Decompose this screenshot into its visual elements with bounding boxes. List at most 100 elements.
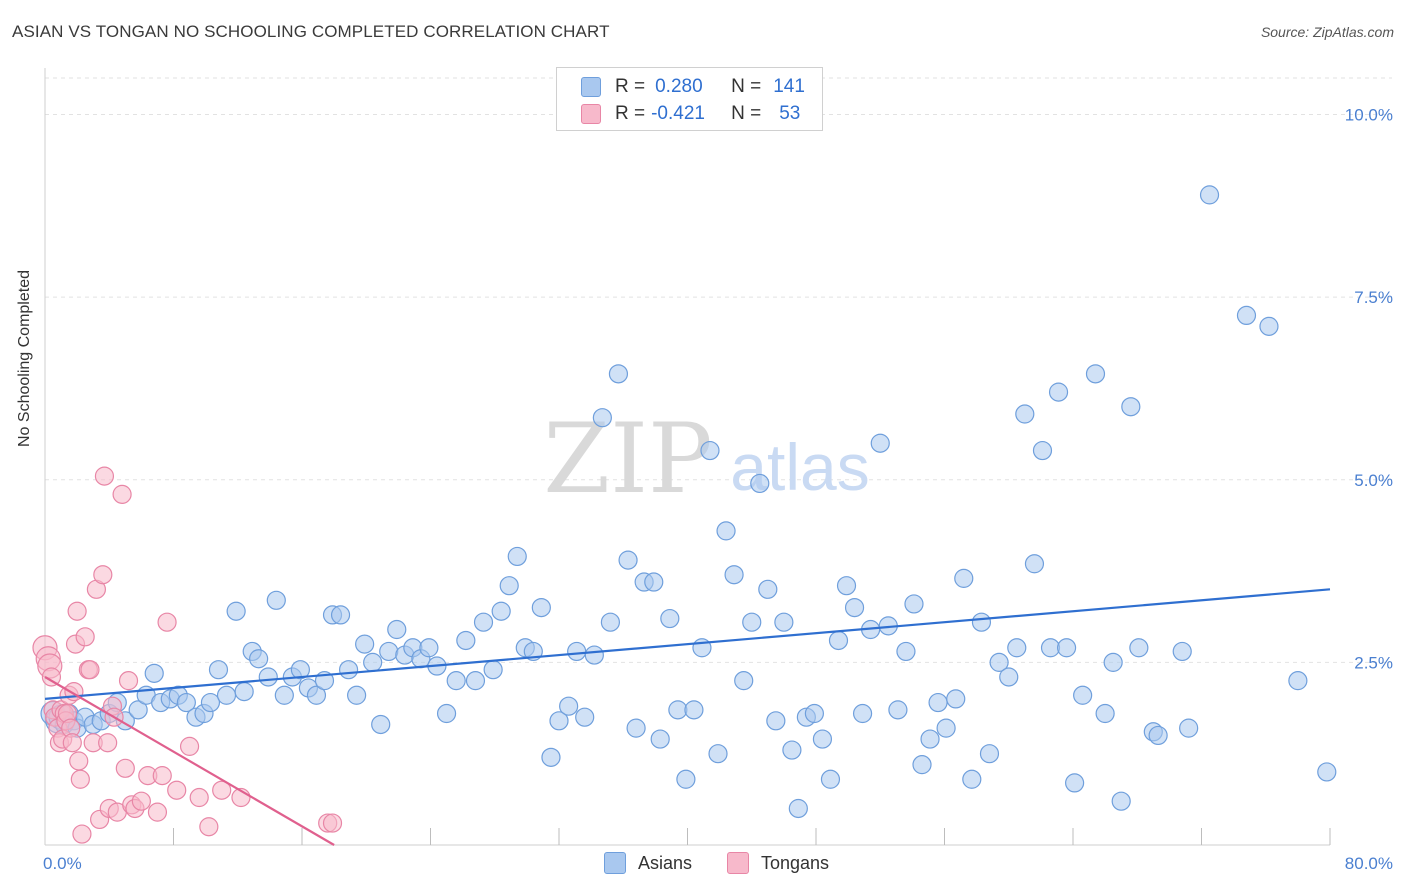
- tongan-point: [69, 751, 89, 771]
- asian-point: [1111, 791, 1131, 811]
- asian-point: [1007, 638, 1027, 658]
- correlation-legend: R = 0.280 N = 141 R = -0.421 N = 53: [556, 67, 823, 131]
- tongan-point: [152, 766, 172, 786]
- asian-point: [936, 718, 956, 738]
- asian-point: [750, 473, 770, 494]
- legend-label-asians: Asians: [638, 852, 693, 873]
- asian-point: [600, 612, 621, 632]
- tongan-point: [41, 667, 62, 687]
- y-tick-label: 2.5%: [1354, 653, 1393, 672]
- tongan-point: [67, 601, 87, 621]
- watermark: ZIP atlas: [543, 403, 869, 515]
- asian-point: [465, 671, 486, 691]
- asian-point: [491, 601, 511, 621]
- trend-lines: [44, 588, 1331, 846]
- y-tick-label: 10.0%: [1345, 106, 1393, 125]
- asian-point: [684, 700, 704, 720]
- asian-point: [852, 703, 873, 724]
- asian-point: [708, 744, 728, 764]
- asian-point: [584, 645, 604, 665]
- x-tick-label-min: 0.0%: [43, 854, 82, 873]
- asian-point: [1032, 440, 1053, 461]
- asian-point: [912, 755, 932, 775]
- grid-lines: [45, 77, 1392, 663]
- asian-point: [592, 408, 612, 428]
- asian-point: [676, 769, 696, 789]
- legend-r-label: R =: [615, 103, 646, 124]
- asian-point: [144, 663, 164, 683]
- asian-point: [436, 703, 457, 724]
- tongan-point: [62, 733, 82, 753]
- asian-point: [812, 729, 833, 749]
- asian-point: [896, 641, 916, 662]
- asian-point: [1015, 404, 1035, 424]
- tongan-point: [112, 484, 132, 504]
- asian-point: [954, 568, 974, 588]
- asian-points: [40, 185, 1337, 819]
- asian-point: [200, 692, 221, 713]
- asian-point: [379, 641, 399, 662]
- legend-n-label: N =: [731, 76, 762, 97]
- source-label: Source: ZipAtlas.com: [1260, 24, 1394, 40]
- tongan-point: [115, 758, 135, 778]
- asian-point: [1317, 762, 1337, 782]
- asian-point: [1172, 641, 1192, 662]
- asian-point: [774, 612, 794, 632]
- y-tick-label: 5.0%: [1354, 471, 1393, 490]
- asian-point: [128, 700, 148, 720]
- asian-point: [446, 671, 466, 691]
- asian-point: [668, 700, 688, 720]
- asian-point: [1129, 638, 1149, 658]
- asian-swatch: [604, 852, 626, 874]
- y-tick-label: 7.5%: [1354, 288, 1393, 307]
- asian-point: [363, 652, 383, 672]
- asian-point: [483, 660, 503, 680]
- asian-point: [1259, 316, 1279, 336]
- asian-point: [904, 594, 924, 614]
- watermark-zip: ZIP: [543, 403, 712, 515]
- tongan-point: [131, 791, 151, 811]
- asian-point: [258, 667, 278, 687]
- asian-point: [844, 597, 865, 618]
- tongan-point: [167, 780, 187, 800]
- legend-item-tongans: Tongans: [727, 852, 829, 874]
- asian-point: [999, 667, 1019, 687]
- asian-point: [1085, 364, 1106, 384]
- asian-point: [1048, 382, 1069, 402]
- asian-point: [946, 689, 966, 709]
- asian-point: [608, 364, 629, 384]
- asian-point: [920, 729, 940, 749]
- tongan-point: [70, 769, 90, 789]
- asian-point: [758, 579, 778, 599]
- asian-point: [1103, 652, 1123, 672]
- asian-point: [266, 590, 286, 610]
- tick-labels: 2.5% 5.0% 7.5% 10.0% 0.0% 80.0%: [43, 106, 1393, 873]
- asian-point: [541, 747, 561, 767]
- asian-point: [1056, 638, 1077, 658]
- tongan-point: [75, 627, 95, 647]
- asian-point: [962, 769, 982, 789]
- asian-point: [626, 718, 646, 738]
- legend-n-label: N =: [731, 103, 762, 124]
- asian-point: [1236, 305, 1257, 326]
- asian-point: [782, 740, 802, 760]
- asian-point: [226, 601, 246, 621]
- asian-point: [559, 696, 579, 716]
- asian-point: [290, 660, 310, 680]
- tongan-point: [93, 565, 113, 585]
- asian-point: [387, 619, 407, 640]
- asian-point: [575, 707, 595, 727]
- watermark-atlas: atlas: [730, 430, 869, 504]
- tongan-point: [322, 813, 343, 833]
- tongan-point: [179, 736, 200, 756]
- legend-label-tongans: Tongans: [761, 852, 830, 873]
- asian-point: [531, 597, 551, 618]
- asian-point: [1065, 773, 1085, 793]
- asian-point: [330, 605, 351, 625]
- asian-point: [176, 692, 196, 713]
- tongan-point: [212, 780, 232, 800]
- asian-point: [724, 565, 744, 585]
- tongan-point: [98, 733, 118, 753]
- asian-point: [971, 612, 992, 632]
